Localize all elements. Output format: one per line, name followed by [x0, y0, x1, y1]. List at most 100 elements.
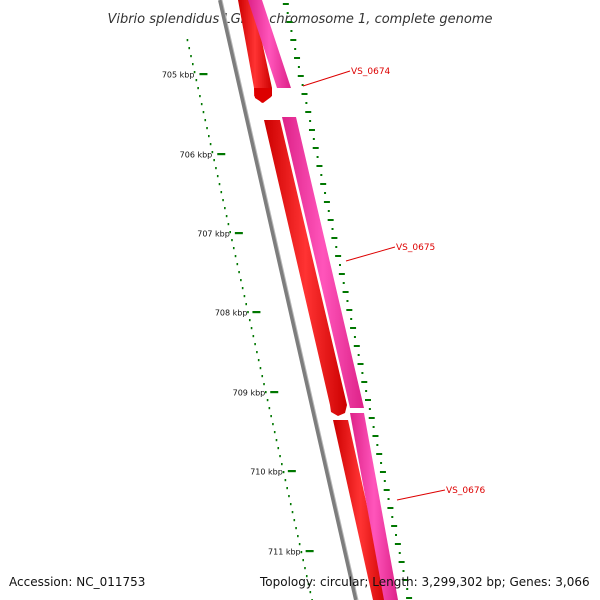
minor-tick-dot [293, 519, 296, 522]
outer-minor-tick [342, 282, 345, 284]
minor-tick-dot [245, 303, 248, 306]
outer-major-tick [361, 381, 368, 383]
outer-minor-tick [297, 66, 300, 68]
tick-label: 710 kbp [250, 468, 283, 477]
minor-tick-dot [200, 103, 203, 106]
outer-major-tick [357, 363, 364, 365]
tick-label: 706 kbp [180, 151, 213, 160]
tick-label: 705 kbp [162, 71, 195, 80]
minor-tick-dot [186, 39, 189, 42]
outer-major-tick [387, 507, 394, 509]
gene-vs-0676[interactable] [333, 413, 398, 600]
outer-major-tick [394, 543, 401, 545]
outer-major-tick [353, 345, 360, 347]
outer-major-tick [290, 39, 297, 41]
major-tick [217, 153, 226, 156]
minor-tick-dot [298, 543, 301, 546]
gene-labels: VS_0674 VS_0675 VS_0676 [302, 67, 486, 501]
minor-tick-dot [277, 447, 280, 450]
tick-labels: 705 kbp 706 kbp 707 kbp 708 kbp 709 kbp 710 k… [162, 71, 314, 557]
minor-tick-dot [270, 415, 272, 418]
outer-minor-tick [286, 12, 289, 14]
minor-tick-dot [191, 63, 194, 66]
minor-tick-dot [307, 583, 310, 586]
outer-minor-tick [335, 246, 338, 248]
minor-tick-dot [252, 335, 255, 338]
minor-tick-dot [199, 95, 201, 98]
gene-vs-0675[interactable] [264, 117, 364, 416]
minor-tick-dot [259, 367, 262, 370]
outer-minor-tick [368, 408, 371, 410]
minor-tick-dot [304, 567, 306, 570]
outer-major-tick [346, 309, 353, 311]
outer-major-tick [320, 183, 327, 185]
minor-tick-dot [288, 495, 290, 498]
minor-tick-dot [302, 559, 304, 562]
outer-minor-tick [305, 102, 308, 104]
minor-tick-dot [215, 167, 217, 170]
tick-label: 708 kbp [215, 309, 248, 318]
minor-tick-dot [263, 383, 265, 386]
outer-minor-tick [346, 300, 349, 302]
tick-label: 707 kbp [197, 230, 230, 239]
outer-major-tick [342, 291, 349, 293]
major-tick [287, 470, 296, 473]
minor-tick-dot [289, 503, 292, 506]
outer-major-tick [297, 75, 304, 77]
outer-minor-tick [357, 354, 360, 356]
outer-minor-tick [301, 84, 304, 86]
outer-minor-tick [320, 174, 323, 176]
minor-tick-dot [243, 295, 246, 298]
gene-label[interactable]: VS_0674 [351, 67, 391, 77]
outer-minor-tick [391, 516, 394, 518]
minor-tick-dot [208, 135, 210, 138]
minor-tick-dot [211, 151, 214, 154]
major-tick [252, 311, 261, 314]
minor-tick-dot [232, 247, 235, 250]
outer-major-tick [286, 21, 293, 23]
outer-major-tick [312, 147, 319, 149]
minor-tick-dot [231, 239, 233, 242]
outer-major-tick [335, 255, 342, 257]
minor-tick-dot [248, 319, 251, 322]
outer-minor-tick [324, 192, 327, 194]
tick-label: 709 kbp [233, 389, 266, 398]
minor-tick-dot [272, 423, 274, 426]
outer-minor-tick [395, 534, 398, 536]
outer-major-tick [406, 597, 413, 599]
gene-label[interactable]: VS_0675 [396, 243, 435, 253]
outer-minor-tick [383, 480, 386, 482]
outer-minor-tick [294, 48, 297, 50]
outer-major-tick [338, 273, 345, 275]
minor-tick-dot [229, 231, 231, 234]
minor-tick-dot [220, 191, 223, 194]
outer-major-tick [372, 435, 379, 437]
minor-tick-dot [268, 407, 271, 410]
gene-leader-line [345, 246, 396, 262]
minor-tick-dot [254, 343, 256, 346]
map-title: Vibrio splendidus LGP32 chromosome 1, co… [107, 12, 492, 27]
major-tick [234, 232, 243, 235]
outer-minor-tick [406, 588, 409, 590]
outer-minor-tick [398, 552, 401, 554]
minor-tick-dot [190, 55, 192, 58]
minor-tick-dot [204, 119, 207, 122]
gene-leader-line [302, 70, 351, 87]
outer-minor-tick [327, 210, 330, 212]
minor-tick-dot [216, 175, 219, 178]
minor-tick-dot [305, 575, 308, 578]
minor-tick-dot [266, 399, 269, 402]
minor-tick-dot [257, 359, 260, 362]
major-tick [199, 73, 208, 76]
outer-minor-tick [350, 318, 353, 320]
minor-tick-dot [202, 111, 205, 114]
gene-label[interactable]: VS_0676 [446, 486, 486, 496]
outer-minor-tick [316, 156, 319, 158]
outer-minor-tick [353, 336, 356, 338]
outer-major-tick [323, 201, 330, 203]
minor-tick-dot [297, 535, 299, 538]
outer-minor-tick [372, 426, 375, 428]
gene-vs-0674[interactable] [238, 0, 291, 103]
outer-major-tick [316, 165, 323, 167]
